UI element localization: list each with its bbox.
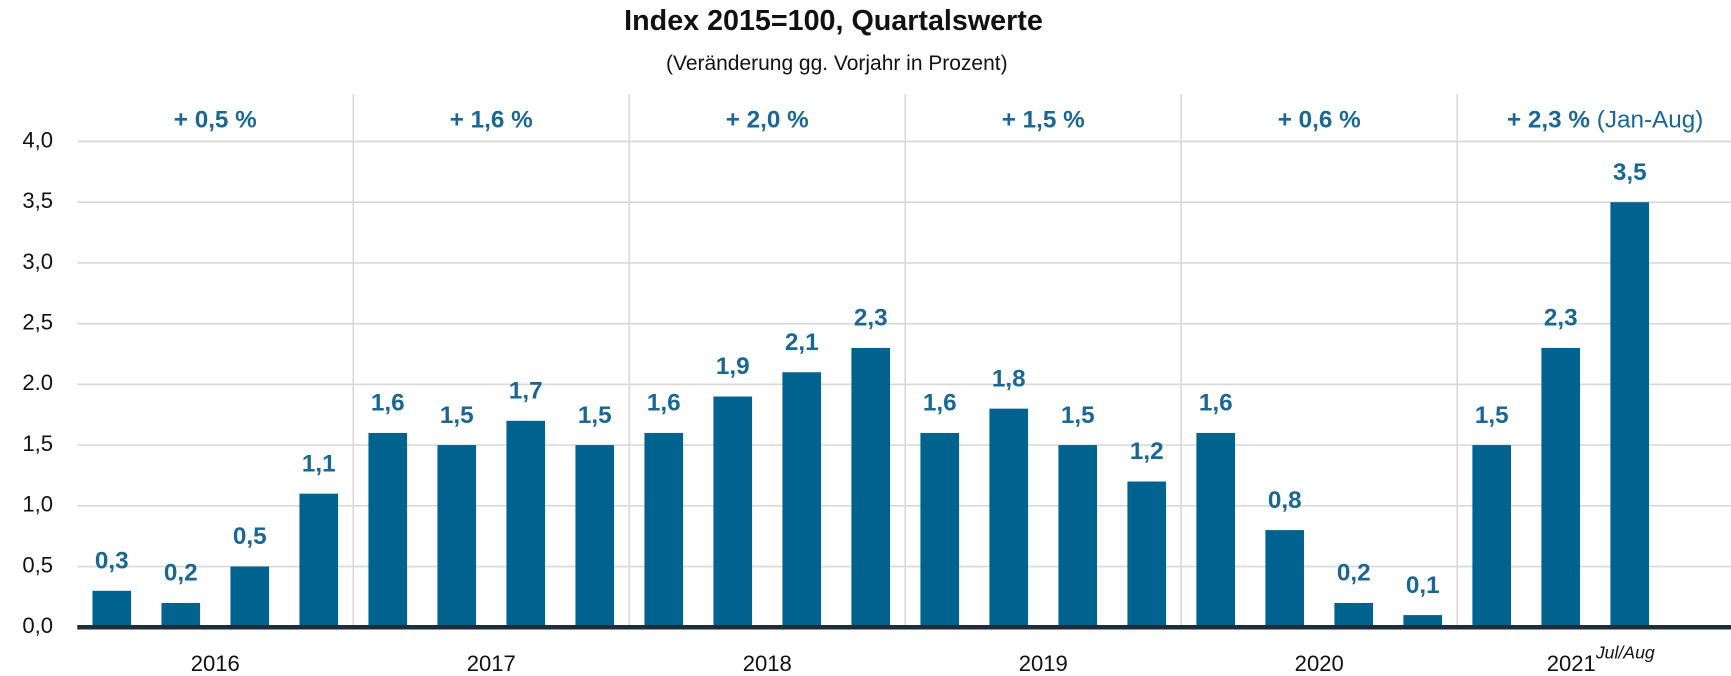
year-label: 2016	[191, 651, 240, 676]
value-label: 1,5	[578, 402, 612, 429]
value-label: 1,6	[371, 390, 405, 417]
year-label: 2017	[467, 651, 516, 676]
bar	[713, 396, 753, 628]
bar	[437, 445, 477, 628]
bar	[1058, 445, 1098, 628]
bar	[299, 493, 339, 628]
y-tick-label: 3,5	[22, 188, 53, 213]
value-label: 1,5	[1061, 402, 1095, 429]
change-note: (Jan-Aug)	[1597, 107, 1704, 134]
group-change: + 1,5 %	[1002, 107, 1085, 134]
value-label: 1,5	[440, 402, 474, 429]
value-label: 1,5	[1475, 402, 1509, 429]
value-label: 1,7	[509, 377, 543, 404]
y-tick-label: 1,0	[22, 492, 53, 517]
year-label: 2021Jul/Aug	[1547, 642, 1655, 675]
year: 2016	[191, 651, 240, 676]
year-note: Jul/Aug	[1595, 642, 1655, 662]
value-label: 1,9	[716, 353, 750, 380]
bar	[230, 566, 270, 628]
group-change: + 2,3 % (Jan-Aug)	[1507, 107, 1703, 134]
value-label: 1,6	[1199, 390, 1233, 417]
value-label: 0,2	[164, 560, 198, 587]
value-label: 2,1	[785, 329, 819, 356]
bar	[1334, 602, 1374, 628]
bar	[644, 432, 684, 628]
value-label: 0,8	[1268, 487, 1302, 514]
value-label: 0,5	[233, 523, 267, 550]
bar	[161, 602, 201, 628]
year: 2018	[743, 651, 792, 676]
group-change: + 0,6 %	[1278, 107, 1361, 134]
y-tick-label: 0,5	[22, 552, 53, 577]
bar	[575, 445, 615, 628]
y-tick-label: 2,5	[22, 309, 53, 334]
value-label: 1,2	[1130, 438, 1164, 465]
change-value: + 0,6 %	[1278, 107, 1361, 134]
group-change: + 1,6 %	[450, 107, 533, 134]
y-tick-label: 1,5	[22, 431, 53, 456]
bar	[1265, 530, 1305, 628]
bar	[1610, 202, 1650, 628]
bar	[782, 372, 822, 628]
bar	[1472, 445, 1512, 628]
change-value: + 2,3 %	[1507, 107, 1590, 134]
y-tick-label: 3,0	[22, 249, 53, 274]
bar	[989, 408, 1029, 628]
value-label: 1,8	[992, 365, 1026, 392]
bar	[1541, 347, 1581, 628]
change-value: + 2,0 %	[726, 107, 809, 134]
value-label: 0,1	[1406, 572, 1440, 599]
value-label: 3,5	[1613, 159, 1647, 186]
y-tick-label: 0,0	[22, 613, 53, 638]
value-label: 2,3	[854, 305, 888, 332]
group-change: + 0,5 %	[174, 107, 257, 134]
year-label: 2020	[1295, 651, 1344, 676]
change-value: + 1,6 %	[450, 107, 533, 134]
year-label: 2019	[1019, 651, 1068, 676]
bar	[1127, 481, 1167, 628]
bar	[1403, 615, 1443, 628]
y-tick-label: 4,0	[22, 127, 53, 152]
chart-subtitle: (Veränderung gg. Vorjahr in Prozent)	[666, 52, 1008, 75]
bar	[1196, 432, 1236, 628]
value-label: 1,1	[302, 450, 336, 477]
year: 2017	[467, 651, 516, 676]
bar	[851, 347, 891, 628]
year: 2020	[1295, 651, 1344, 676]
year-label: 2018	[743, 651, 792, 676]
year: 2019	[1019, 651, 1068, 676]
group-change: + 2,0 %	[726, 107, 809, 134]
y-tick-label: 2.0	[22, 370, 53, 395]
bar	[92, 590, 132, 628]
bar	[368, 432, 408, 628]
bar	[506, 420, 546, 628]
chart-title: Index 2015=100, Quartalswerte	[624, 5, 1043, 37]
value-label: 2,3	[1544, 305, 1578, 332]
value-label: 1,6	[923, 390, 957, 417]
year: 2021	[1547, 651, 1596, 676]
change-value: + 0,5 %	[174, 107, 257, 134]
change-value: + 1,5 %	[1002, 107, 1085, 134]
value-label: 1,6	[647, 390, 681, 417]
bar	[920, 432, 960, 628]
value-label: 0,2	[1337, 560, 1371, 587]
value-label: 0,3	[95, 548, 129, 575]
